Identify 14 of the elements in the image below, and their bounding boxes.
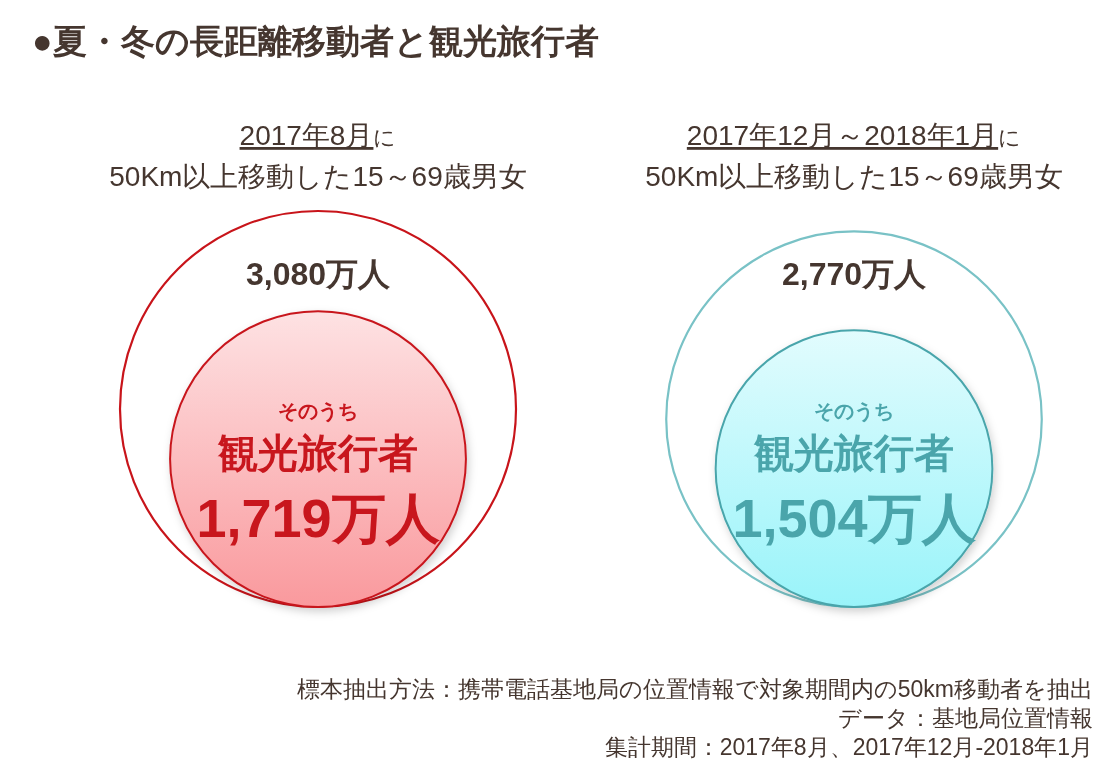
value-label: 3,080万人 [245,256,391,292]
value-label: 1,719万人 [196,488,440,548]
category-label: 50Km以上移動した15～69歳男女 [109,161,527,192]
category-label: 50Km以上移動した15～69歳男女 [645,161,1063,192]
category-label: 2017年12月～2018年1月に [686,120,1022,151]
annotation: 集計期間：2017年8月、2017年12月-2018年1月 [604,734,1093,760]
annotation: データ：基地局位置情報 [838,705,1093,731]
value-label: 1,504万人 [732,488,976,548]
value-label: 2,770万人 [781,256,927,292]
title: ●夏・冬の長距離移動者と観光旅行者 [32,22,599,60]
category-label: 2017年8月に [239,120,397,151]
series-name: そのうち観光旅行者 [754,400,954,475]
series-name: そのうち観光旅行者 [218,400,418,475]
annotation: 標本抽出方法：携帯電話基地局の位置情報で対象期間内の50km移動者を抽出 [296,676,1093,702]
